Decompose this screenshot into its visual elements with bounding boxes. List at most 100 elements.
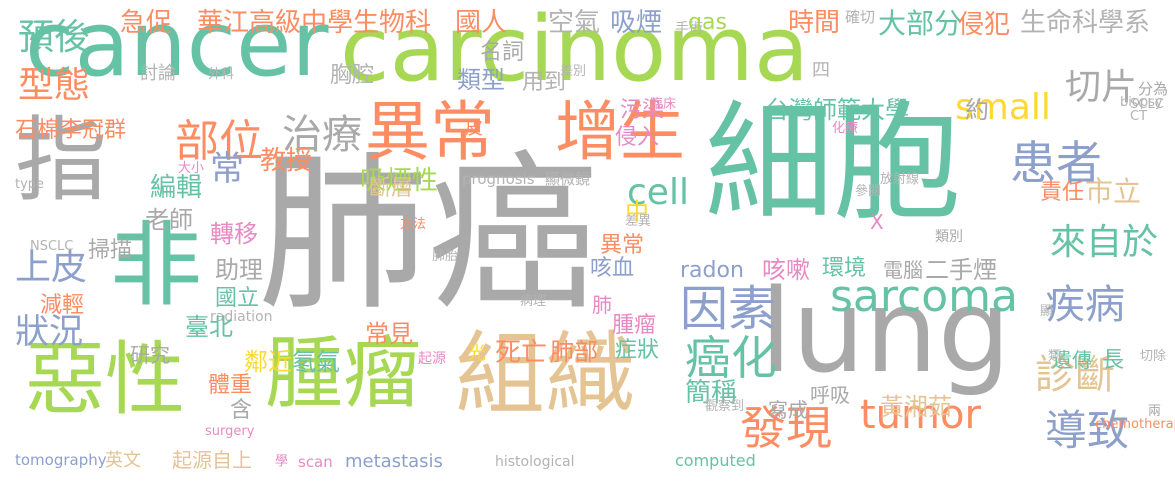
cloud-word: 長 xyxy=(1102,348,1125,373)
cloud-word: 侵犯 xyxy=(958,10,1011,40)
cloud-word: 類型 xyxy=(457,66,505,94)
cloud-word: 化療 xyxy=(832,121,859,136)
cloud-word: 顯 xyxy=(1040,304,1054,319)
cloud-word: 遺傳 xyxy=(1052,348,1092,372)
cloud-word: sarcoma xyxy=(830,271,1018,322)
cloud-word: radiation xyxy=(210,309,273,325)
cloud-word: prognosis xyxy=(462,170,535,188)
cloud-word: 吸煙 xyxy=(610,8,663,38)
cloud-word: 大部分 xyxy=(878,7,963,40)
cloud-word: 患者 xyxy=(1010,136,1102,190)
cloud-word: 用到 xyxy=(522,70,567,95)
cloud-word: computed xyxy=(675,451,756,470)
cloud-word: 導致 xyxy=(1045,406,1130,455)
cloud-word: 討論 xyxy=(140,63,176,84)
cloud-word: 狀況 xyxy=(15,312,83,352)
cloud-word: 惡性 xyxy=(25,333,185,426)
cloud-word: 英文 xyxy=(105,450,141,471)
cloud-word: 生命科學系 xyxy=(1020,8,1151,38)
cloud-word: 肺 xyxy=(592,293,612,317)
cloud-word: 症狀 xyxy=(615,338,660,363)
cloud-word: 診斷 xyxy=(1035,352,1115,398)
cloud-word: 非 xyxy=(110,212,203,319)
cloud-word: 切除 xyxy=(1140,349,1167,364)
cloud-word: 腫瘤 xyxy=(265,329,422,419)
cloud-word: 咳嗽 xyxy=(762,256,810,284)
cloud-word: 環境 xyxy=(822,256,867,281)
cloud-word: 觀察到 xyxy=(705,399,745,414)
cloud-word: 兩 xyxy=(1148,404,1162,419)
cloud-word: 差異 xyxy=(625,214,652,229)
cloud-word: 含 xyxy=(230,398,253,423)
cloud-word: 預後 xyxy=(18,17,91,58)
cloud-word: 臺北 xyxy=(185,313,233,341)
cloud-word: 斷層 xyxy=(369,176,414,201)
cloud-word: 污染 xyxy=(620,98,665,123)
cloud-word: 華江高級中學生物科 xyxy=(197,8,432,38)
cloud-word: SCLC xyxy=(1130,97,1164,112)
cloud-word: 類別 xyxy=(935,229,963,245)
cloud-word: biopsy xyxy=(1120,95,1163,110)
cloud-word: 組織 xyxy=(455,322,635,427)
cloud-word: 肺部 xyxy=(550,338,598,366)
cloud-word: 咳血 xyxy=(590,256,635,281)
cloud-word: 起源自上 xyxy=(172,448,252,472)
cloud-word: 腫瘤 xyxy=(612,313,657,338)
cloud-word: 部位 xyxy=(175,116,263,167)
cloud-word: 切片 xyxy=(1065,67,1138,108)
cloud-word: 簡稱 xyxy=(685,378,738,408)
cloud-word: 光 xyxy=(468,343,486,364)
cloud-word: 肺胎 xyxy=(432,249,459,264)
cloud-word: carcinoma xyxy=(340,0,810,102)
cloud-word: small xyxy=(955,87,1051,128)
cloud-word: 空氣 xyxy=(548,8,601,38)
cloud-word: 二手煙 xyxy=(925,256,997,284)
cloud-word: 起源 xyxy=(418,351,446,367)
cloud-word: 編輯 xyxy=(150,173,203,203)
cloud-word: 急促 xyxy=(120,8,173,38)
cloud-word: 死亡 xyxy=(495,338,548,368)
cloud-word: type xyxy=(15,177,45,192)
cloud-word: 上皮 xyxy=(15,247,88,288)
cloud-word: 指 xyxy=(15,107,108,214)
cloud-word: 參閱 xyxy=(855,184,882,199)
cloud-word: tumor xyxy=(860,392,981,438)
cloud-word: 四 xyxy=(812,60,830,81)
cloud-word: 治療 xyxy=(282,112,362,158)
cloud-word: 轉移 xyxy=(210,220,258,248)
cloud-word: metastasis xyxy=(345,451,443,472)
cloud-word: 李冠群 xyxy=(60,118,127,143)
cloud-word: chemotherapy xyxy=(1095,417,1175,432)
cloud-word: surgery xyxy=(205,424,255,439)
cloud-word: 掃描 xyxy=(88,238,133,263)
cloud-word: 時間 xyxy=(788,8,841,38)
cloud-word: scan xyxy=(298,453,333,471)
cloud-word: 手術 xyxy=(675,21,703,37)
cloud-word: 確切 xyxy=(845,8,876,26)
cloud-word: 約 xyxy=(965,96,989,124)
cloud-word: 胸腔 xyxy=(330,63,375,88)
cloud-word: 異常 xyxy=(365,95,496,170)
cloud-word: 責任 xyxy=(1040,180,1085,205)
cloud-word: 型態 xyxy=(18,65,91,106)
cloud-word: 常 xyxy=(210,149,244,189)
cloud-word: CT xyxy=(1130,109,1148,124)
cloud-word: tomography xyxy=(15,451,107,469)
cloud-word: gas xyxy=(688,10,727,35)
cloud-word: 台灣師範大學 xyxy=(765,96,909,124)
cloud-word: 市立 xyxy=(1085,175,1142,208)
cloud-word: 分為 xyxy=(1138,80,1169,98)
cloud-word: 增生 xyxy=(555,95,686,170)
cloud-word: 因素 xyxy=(680,281,777,337)
cloud-word: 類 xyxy=(1048,349,1062,364)
cloud-word: 黃湘茹 xyxy=(880,393,952,421)
cloud-word: 異常 xyxy=(600,233,645,258)
cloud-word: lung xyxy=(760,265,1011,399)
cloud-word: 助理 xyxy=(215,256,263,284)
cloud-word: NSCLC xyxy=(30,239,74,254)
cloud-word: 皮 xyxy=(465,118,483,139)
cloud-word: 癌化 xyxy=(685,331,777,385)
cloud-word: 名詞 xyxy=(480,40,525,65)
cloud-word: 電腦 xyxy=(883,258,923,282)
